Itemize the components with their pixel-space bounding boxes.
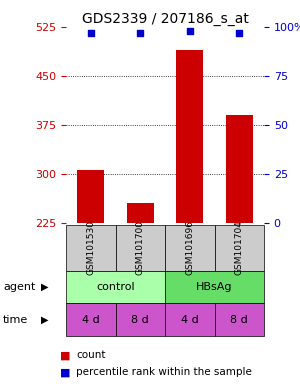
Text: ■: ■ (60, 350, 70, 360)
Text: agent: agent (3, 282, 35, 292)
Text: 8 d: 8 d (230, 314, 248, 325)
Text: GSM101696: GSM101696 (185, 220, 194, 275)
Text: 8 d: 8 d (131, 314, 149, 325)
Text: ▶: ▶ (40, 282, 48, 292)
Title: GDS2339 / 207186_s_at: GDS2339 / 207186_s_at (82, 12, 248, 26)
Point (138, 30, 143, 36)
Point (88, 30, 93, 36)
Point (237, 30, 242, 36)
Text: time: time (3, 314, 28, 325)
Text: GSM101530: GSM101530 (86, 220, 95, 275)
Text: control: control (96, 282, 135, 292)
Text: HBsAg: HBsAg (196, 282, 233, 292)
Text: 4 d: 4 d (82, 314, 100, 325)
Bar (226, 115, 253, 223)
Point (187, 28, 192, 34)
Bar (127, 203, 154, 223)
Bar (176, 50, 203, 223)
Text: count: count (76, 350, 106, 360)
Text: GSM101700: GSM101700 (136, 220, 145, 275)
Text: percentile rank within the sample: percentile rank within the sample (76, 367, 252, 377)
Text: GSM101704: GSM101704 (235, 220, 244, 275)
Bar (77, 170, 104, 223)
Text: ■: ■ (60, 367, 70, 377)
Text: ▶: ▶ (40, 314, 48, 325)
Text: 4 d: 4 d (181, 314, 199, 325)
